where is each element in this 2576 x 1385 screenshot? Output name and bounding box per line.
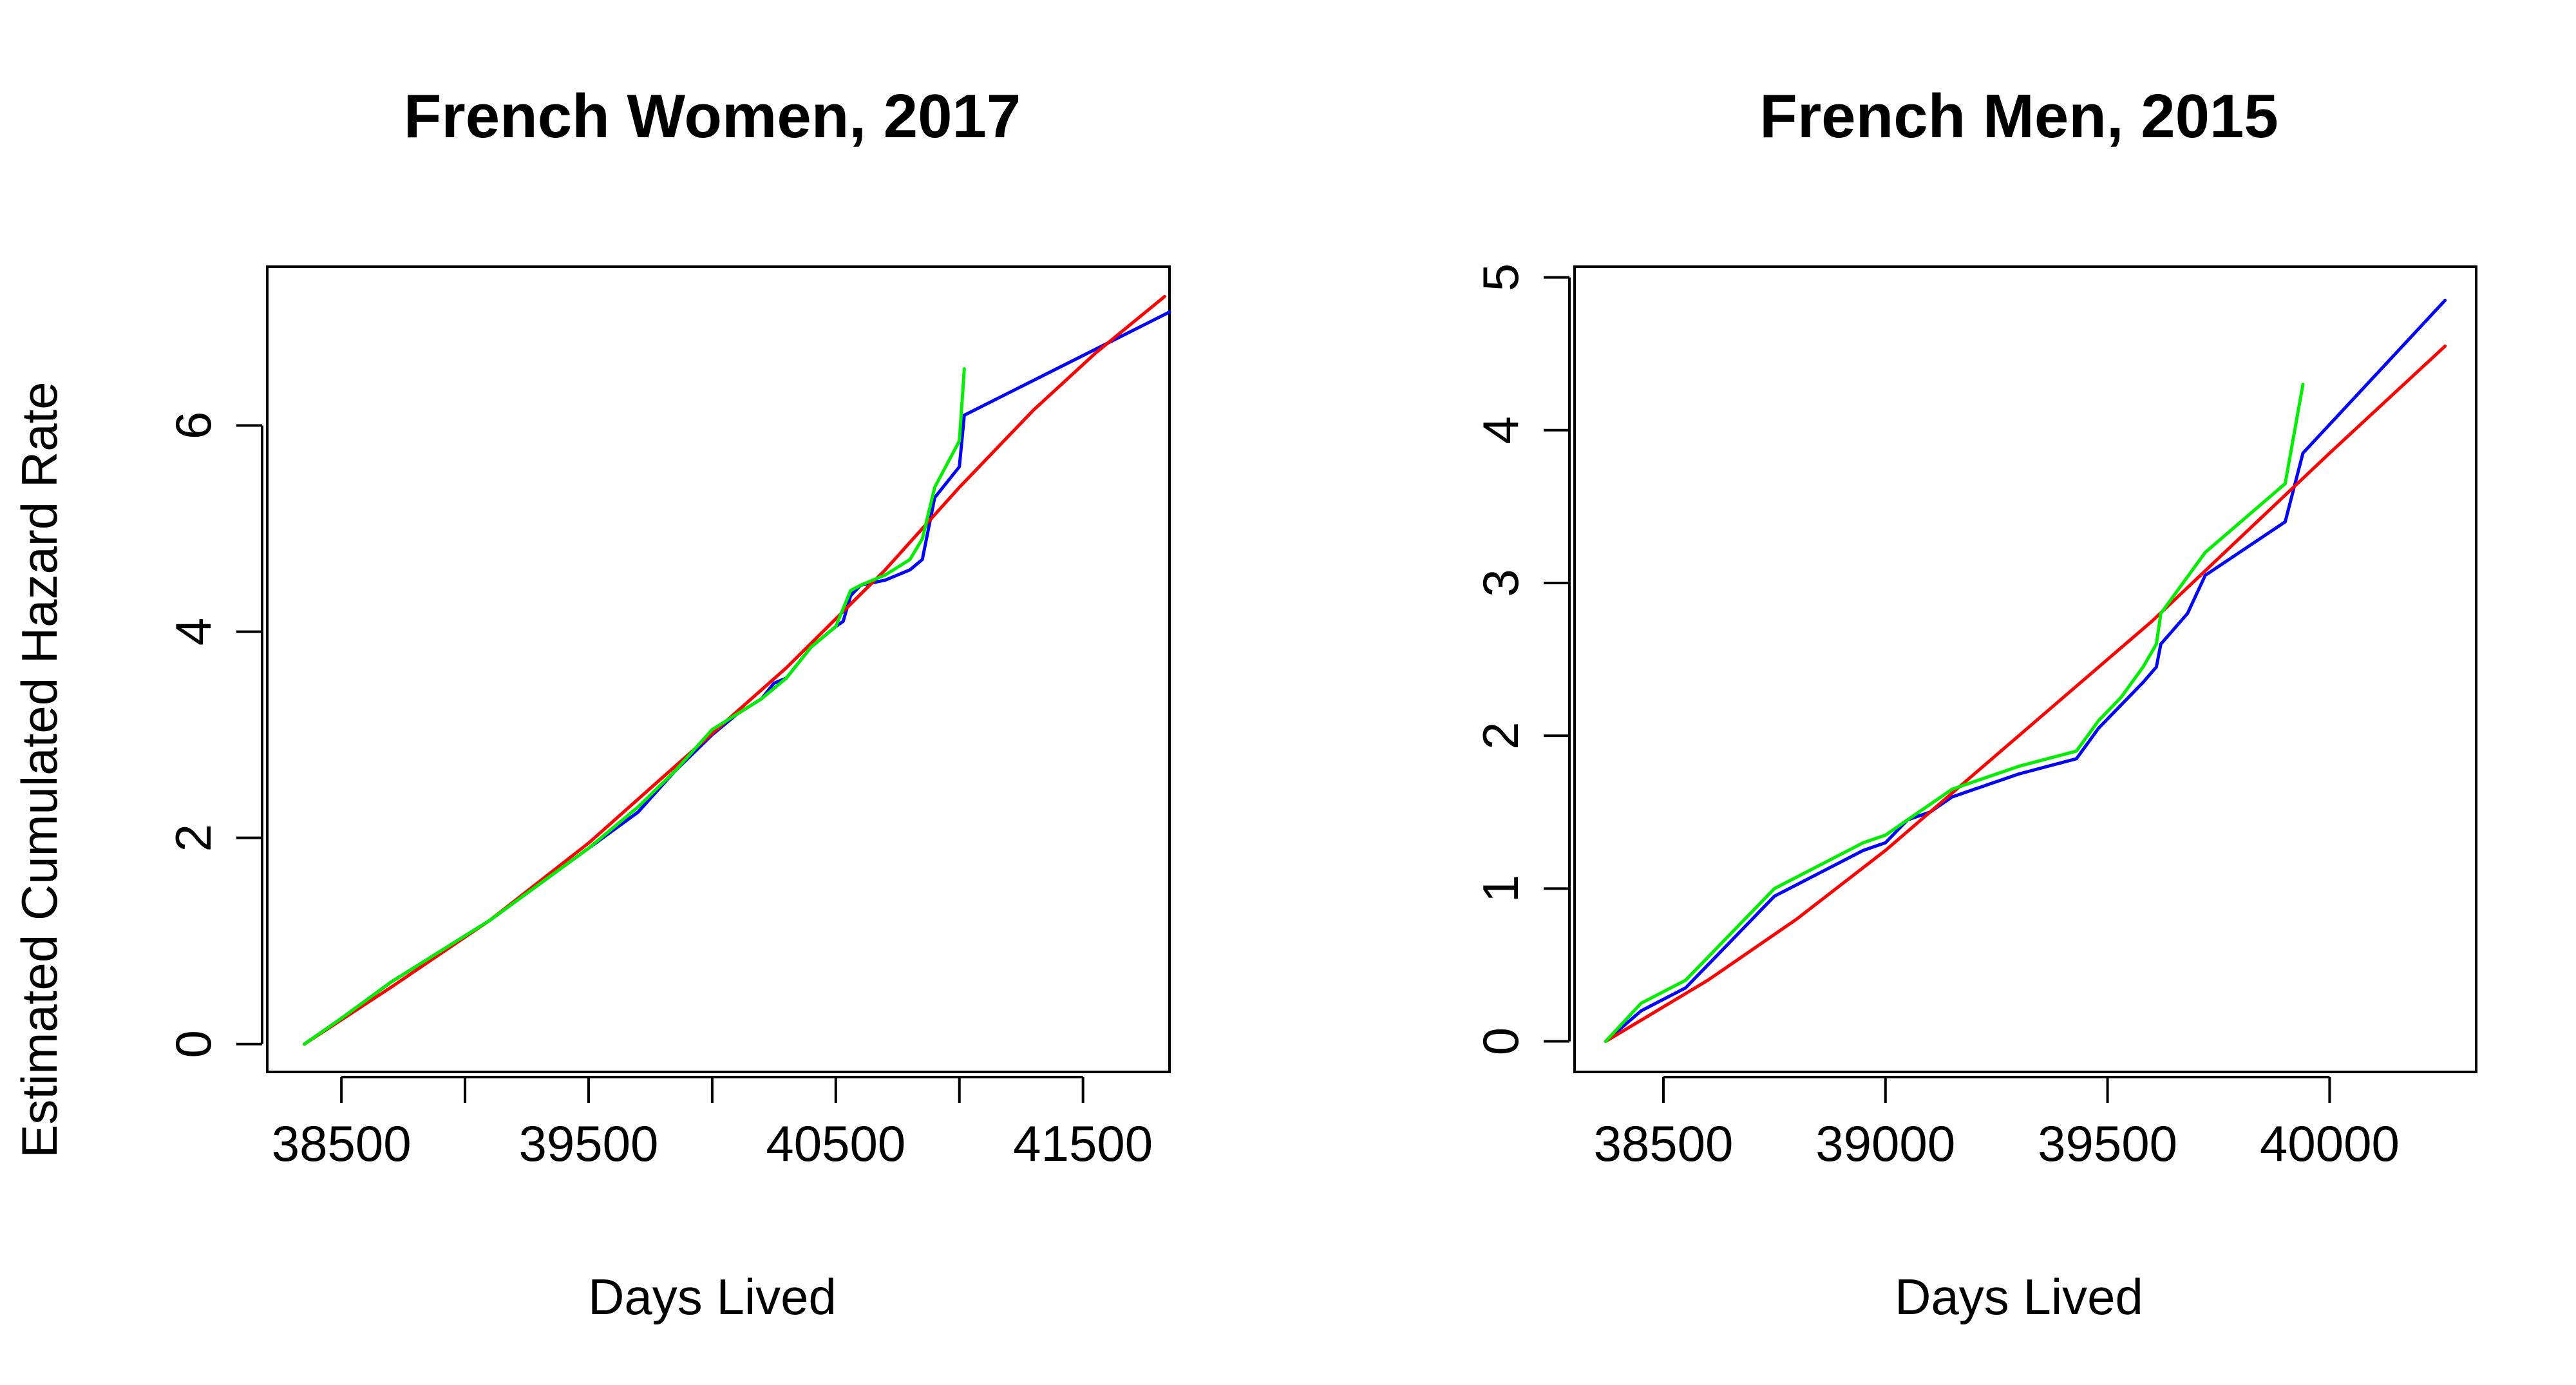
- y-tick-label: 4: [165, 618, 222, 645]
- panel-right: French Men, 2015 Days Lived 38500 39000 39…: [1472, 82, 2477, 1325]
- x-tick-label: 39500: [2038, 1115, 2177, 1172]
- plot-frame: [266, 265, 1171, 1073]
- y-axis-label: Estimated Cumulated Hazard Rate: [11, 381, 68, 1158]
- x-axis-label: Days Lived: [588, 1268, 837, 1325]
- x-tick-label: 40000: [2260, 1115, 2400, 1172]
- chart-title: French Men, 2015: [1759, 82, 2278, 151]
- series-line-3: [303, 367, 966, 1046]
- y-tick-label: 0: [165, 1030, 222, 1058]
- chart-title: French Women, 2017: [404, 82, 1021, 151]
- plot-frame: [1573, 265, 2477, 1073]
- series-line-2: [1604, 344, 2447, 1044]
- x-axis-label: Days Lived: [1895, 1268, 2143, 1325]
- series-line-3: [1604, 383, 2305, 1044]
- x-tick-label: 39500: [519, 1115, 659, 1172]
- series-line-1: [1604, 298, 2447, 1044]
- x-tick-label: 39000: [1815, 1115, 1955, 1172]
- y-tick-label: 1: [1472, 875, 1529, 903]
- x-tick-label: 41500: [1013, 1115, 1153, 1172]
- x-tick-label: 38500: [272, 1115, 412, 1172]
- panel-left: French Women, 2017 Days Lived Estimated …: [11, 82, 1171, 1325]
- y-tick-label: 4: [1472, 416, 1529, 444]
- y-tick-label: 3: [1472, 569, 1529, 597]
- x-tick-label: 38500: [1593, 1115, 1733, 1172]
- x-tick-label: 40500: [766, 1115, 905, 1172]
- y-tick-label: 2: [165, 824, 222, 852]
- y-tick-label: 2: [1472, 721, 1529, 749]
- y-tick-label: 6: [165, 412, 222, 439]
- y-tick-label: 5: [1472, 263, 1529, 291]
- plot-area: 38500 39000 39500 40000 0 1 2 3 4 5: [1472, 263, 2477, 1172]
- plot-area: 38500 39500 40500 41500 0 2 4 6: [165, 265, 1171, 1172]
- y-tick-label: 0: [1472, 1027, 1529, 1055]
